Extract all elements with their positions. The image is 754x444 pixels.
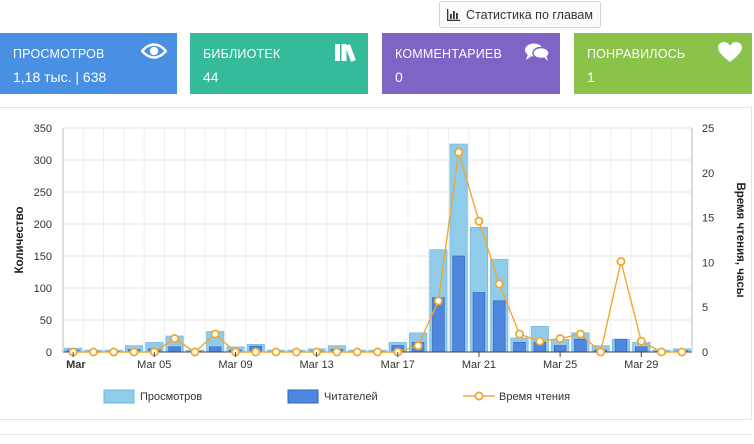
y-tick-label: 0 — [46, 347, 52, 359]
bar-readers-19 — [432, 297, 445, 353]
point-reading-time-31 — [677, 347, 687, 357]
bar-readers-8 — [208, 346, 222, 353]
point-reading-time-21 — [474, 216, 484, 226]
bar-readers-20 — [452, 255, 465, 353]
y-tick-label: 350 — [34, 123, 52, 135]
bar-readers-29 — [635, 346, 648, 353]
point-reading-time-25 — [555, 334, 565, 344]
point-reading-time-22 — [494, 279, 504, 289]
point-reading-time-23 — [515, 329, 525, 339]
bar-chart-icon — [447, 8, 461, 21]
point-reading-time-16 — [372, 347, 382, 357]
point-reading-time-12 — [291, 347, 301, 357]
libraries-card: БИБЛИОТЕК 44 — [190, 33, 368, 94]
y-right-tick-label: 10 — [702, 257, 714, 269]
x-tick-label: Mar 05 — [137, 359, 171, 371]
point-reading-time-6 — [170, 334, 180, 344]
x-tick-label: Mar 13 — [300, 359, 334, 371]
point-reading-time-11 — [271, 347, 281, 357]
point-reading-time-19 — [433, 296, 443, 306]
views-card-title: ПРОСМОТРОВ — [13, 47, 105, 61]
comments-icon — [524, 42, 550, 67]
x-tick-label: Mar 17 — [381, 359, 415, 371]
bar-readers-25 — [553, 345, 567, 353]
point-reading-time-27 — [596, 347, 606, 357]
books-icon — [334, 42, 358, 67]
point-reading-time-10 — [251, 347, 261, 357]
point-reading-time-18 — [413, 341, 423, 351]
y-tick-label: 200 — [34, 219, 52, 231]
views-card-value: 1,18 тыс. | 638 — [13, 69, 107, 85]
y-axis-title: Количество — [14, 206, 26, 273]
bar-readers-28 — [614, 338, 628, 353]
point-reading-time-29 — [636, 336, 646, 346]
legend-marker-reading-time — [474, 391, 484, 401]
stats-panel — [0, 107, 752, 420]
y-tick-label: 100 — [34, 283, 52, 295]
legend-swatch-views — [103, 389, 135, 404]
y-right-tick-label: 5 — [702, 302, 708, 314]
libraries-card-value: 44 — [203, 69, 219, 85]
point-reading-time-15 — [352, 347, 362, 357]
y-right-tick-label: 15 — [702, 213, 714, 225]
x-tick-label: Mar 09 — [218, 359, 252, 371]
point-reading-time-20 — [454, 147, 464, 157]
x-tick-label: Mar — [66, 359, 86, 371]
y-tick-label: 300 — [34, 155, 52, 167]
eye-icon — [140, 42, 168, 65]
likes-card-title: ПОНРАВИЛОСЬ — [587, 47, 686, 61]
point-reading-time-28 — [616, 257, 626, 267]
point-reading-time-30 — [657, 347, 667, 357]
bar-readers-26 — [574, 338, 587, 353]
stats-chart: 0 50 100 150 200 250 300 350 0 5 10 15 20 25 Mar Mar 05… — [14, 123, 746, 404]
legend-label-readers: Читателей — [324, 391, 378, 403]
y-axis-title-right: Время чтения, часы — [734, 182, 746, 297]
divider — [0, 434, 752, 435]
x-tick-label: Mar 25 — [543, 359, 577, 371]
legend-label-reading-time: Время чтения — [499, 391, 570, 403]
bar-readers-22 — [493, 300, 506, 353]
likes-card: ПОНРАВИЛОСЬ 1 — [574, 33, 752, 94]
y-right-tick-label: 25 — [702, 123, 714, 135]
point-reading-time-24 — [535, 336, 545, 346]
point-reading-time-26 — [575, 329, 585, 339]
legend-swatch-readers — [287, 389, 319, 404]
likes-card-value: 1 — [587, 69, 595, 85]
comments-card-value: 0 — [395, 69, 403, 85]
point-reading-time-3 — [109, 347, 119, 357]
y-tick-label: 50 — [40, 315, 52, 327]
bar-readers-23 — [513, 342, 526, 353]
bar-readers-21 — [472, 292, 486, 353]
chapter-stats-button[interactable]: Статистика по главам — [439, 1, 601, 28]
bar-readers-6 — [168, 346, 181, 353]
point-reading-time-14 — [332, 347, 342, 357]
x-tick-label: Mar 29 — [624, 359, 658, 371]
point-reading-time-8 — [210, 329, 220, 339]
views-card: ПРОСМОТРОВ 1,18 тыс. | 638 — [0, 33, 177, 94]
comments-card-title: КОММЕНТАРИЕВ — [395, 47, 503, 61]
heart-icon — [718, 42, 742, 68]
comments-card: КОММЕНТАРИЕВ 0 — [382, 33, 560, 94]
point-reading-time-4 — [129, 347, 139, 357]
y-right-tick-label: 0 — [702, 347, 708, 359]
point-reading-time-2 — [88, 347, 98, 357]
y-tick-label: 250 — [34, 187, 52, 199]
legend-label-views: Просмотров — [140, 391, 202, 403]
point-reading-time-7 — [190, 347, 200, 357]
chapter-stats-label: Статистика по главам — [466, 7, 593, 22]
y-right-tick-label: 20 — [702, 168, 714, 180]
y-tick-label: 150 — [34, 251, 52, 263]
libraries-card-title: БИБЛИОТЕК — [203, 47, 281, 61]
x-tick-label: Mar 21 — [462, 359, 496, 371]
